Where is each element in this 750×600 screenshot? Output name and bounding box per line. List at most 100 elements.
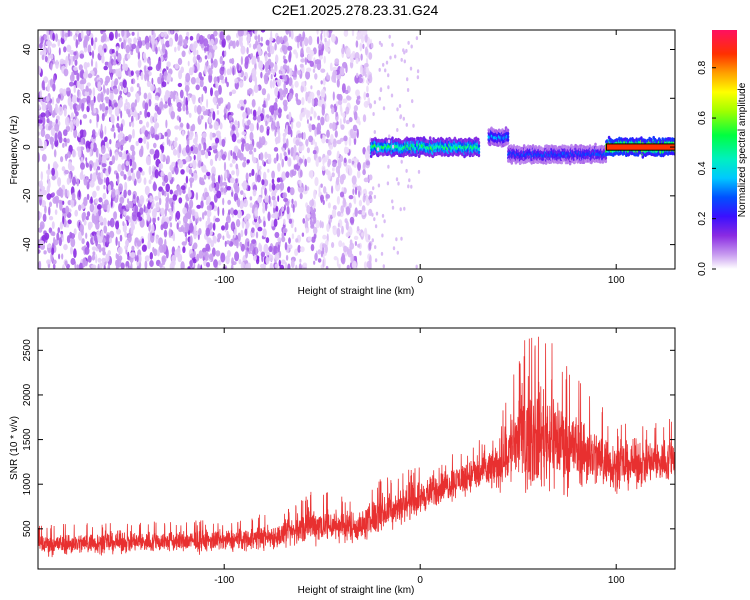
spectrogram-cell: [306, 156, 311, 163]
spectrogram-cell: [148, 222, 151, 232]
spectrogram-cell: [144, 130, 149, 138]
spectrogram-cell: [317, 115, 321, 121]
spectrogram-cell: [49, 216, 54, 221]
spectrogram-cell: [168, 216, 172, 222]
spectrogram-cell: [141, 244, 147, 252]
spectrogram-cell: [180, 185, 186, 191]
spectrogram-cell: [90, 37, 94, 46]
spectrogram-cell: [204, 55, 208, 60]
spectrogram-cell: [226, 186, 232, 191]
spectrogram-cell: [115, 220, 120, 230]
spectrogram-cell: [342, 112, 346, 118]
spectrogram-cell: [48, 41, 52, 46]
spectrogram-cell: [351, 160, 355, 165]
spectrogram-cell: [293, 70, 297, 78]
spectrogram-cell: [315, 157, 319, 168]
spectrogram-cell: [153, 153, 156, 161]
spectrogram-cell: [384, 68, 387, 73]
spectrogram-cell: [405, 48, 408, 53]
spectrogram-cell: [50, 53, 54, 60]
spectrogram-cell: [399, 207, 402, 212]
spectrogram-cell: [83, 196, 88, 207]
spectrogram-cell: [185, 144, 190, 154]
spectrogram-cell: [85, 85, 89, 93]
spectrogram-cell: [298, 158, 304, 164]
spectrogram-cell: [69, 74, 75, 82]
spectrogram-cell: [160, 152, 164, 162]
spectrogram-cell: [151, 77, 154, 85]
spectrogram-cell: [98, 262, 103, 269]
spectrogram-cell: [298, 186, 304, 193]
spectrogram-cell: [77, 89, 80, 98]
spectrogram-cell: [265, 60, 269, 71]
spectrogram-cell: [371, 238, 374, 243]
spectrogram-cell: [93, 162, 97, 171]
spectrogram-cell: [277, 108, 283, 114]
spectrogram-cell: [285, 254, 289, 261]
spectrogram-cell: [91, 50, 95, 60]
spectrogram-cell: [207, 151, 211, 157]
spectrogram-cell: [361, 210, 366, 216]
spectrogram-cell: [63, 129, 68, 137]
spectrogram-cell: [131, 78, 134, 84]
spectrogram-cell: [310, 212, 316, 219]
spectrogram-cell: [96, 113, 100, 123]
spectrogram-cell: [169, 164, 174, 172]
spectrogram-cell: [228, 42, 231, 50]
spectrogram-cell: [81, 238, 85, 245]
spectrogram-cell: [277, 162, 281, 172]
spectrogram-cell: [245, 249, 249, 259]
spectrogram-cell: [241, 138, 246, 144]
spectrogram-cell: [210, 63, 214, 70]
spectrogram-cell: [225, 76, 228, 84]
spectrogram-cell: [47, 83, 50, 92]
spectrogram-cell: [235, 163, 239, 170]
spectrogram-cell: [66, 44, 72, 53]
spectrogram-cell: [290, 121, 294, 130]
spectrogram-cell: [154, 169, 159, 179]
spectrogram-cell: [178, 159, 184, 169]
spectrogram-cell: [238, 36, 242, 46]
spectrogram-cell: [301, 132, 304, 140]
spectrogram-cell: [144, 185, 150, 196]
spectrogram-cell: [39, 221, 45, 230]
spectrogram-cell: [283, 197, 289, 202]
spectrogram-cell: [131, 245, 135, 252]
spectrogram-cell: [241, 131, 247, 136]
spectrogram-cell: [52, 259, 57, 265]
spectrogram-cell: [258, 242, 262, 252]
spectrogram-cell: [135, 140, 139, 147]
spectrogram-cell: [52, 110, 55, 117]
spectrogram-cell: [302, 262, 308, 268]
spectrogram-cell: [345, 206, 351, 215]
spectrogram-cell: [352, 124, 358, 132]
spectrogram-cell: [39, 51, 44, 56]
spectrogram-cell: [182, 149, 186, 156]
spectrogram-cell: [70, 246, 73, 255]
spectrogram-cell: [67, 30, 71, 37]
spectrogram-cell: [390, 93, 394, 98]
spectrogram-cell: [391, 42, 394, 47]
spectrogram-cell: [245, 172, 249, 181]
spectrogram-cell: [371, 44, 374, 49]
spectrogram-cell: [104, 125, 107, 135]
spectrogram-cell: [362, 43, 365, 49]
spectrogram-cell: [212, 111, 216, 121]
spectrogram-cell: [47, 180, 51, 189]
spectrogram-cell: [201, 93, 204, 103]
spectrogram-cell: [143, 177, 147, 185]
spectrogram-cell: [277, 237, 281, 242]
spectrogram-cell: [337, 100, 343, 106]
spectrogram-cell: [196, 49, 199, 56]
spectrogram-cell: [343, 30, 349, 37]
spectrogram-cell: [273, 157, 277, 164]
spectrogram-cell: [242, 161, 247, 168]
spectrogram-cell: [221, 225, 225, 231]
spectrogram-cell: [176, 185, 181, 192]
spectrogram-cell: [209, 124, 213, 129]
spectrogram-cell: [155, 46, 158, 55]
spectrogram-cell: [119, 97, 123, 106]
spectrogram-cell: [126, 154, 130, 163]
spectrogram-cell: [243, 192, 246, 198]
spectrogram-cell: [50, 62, 53, 71]
